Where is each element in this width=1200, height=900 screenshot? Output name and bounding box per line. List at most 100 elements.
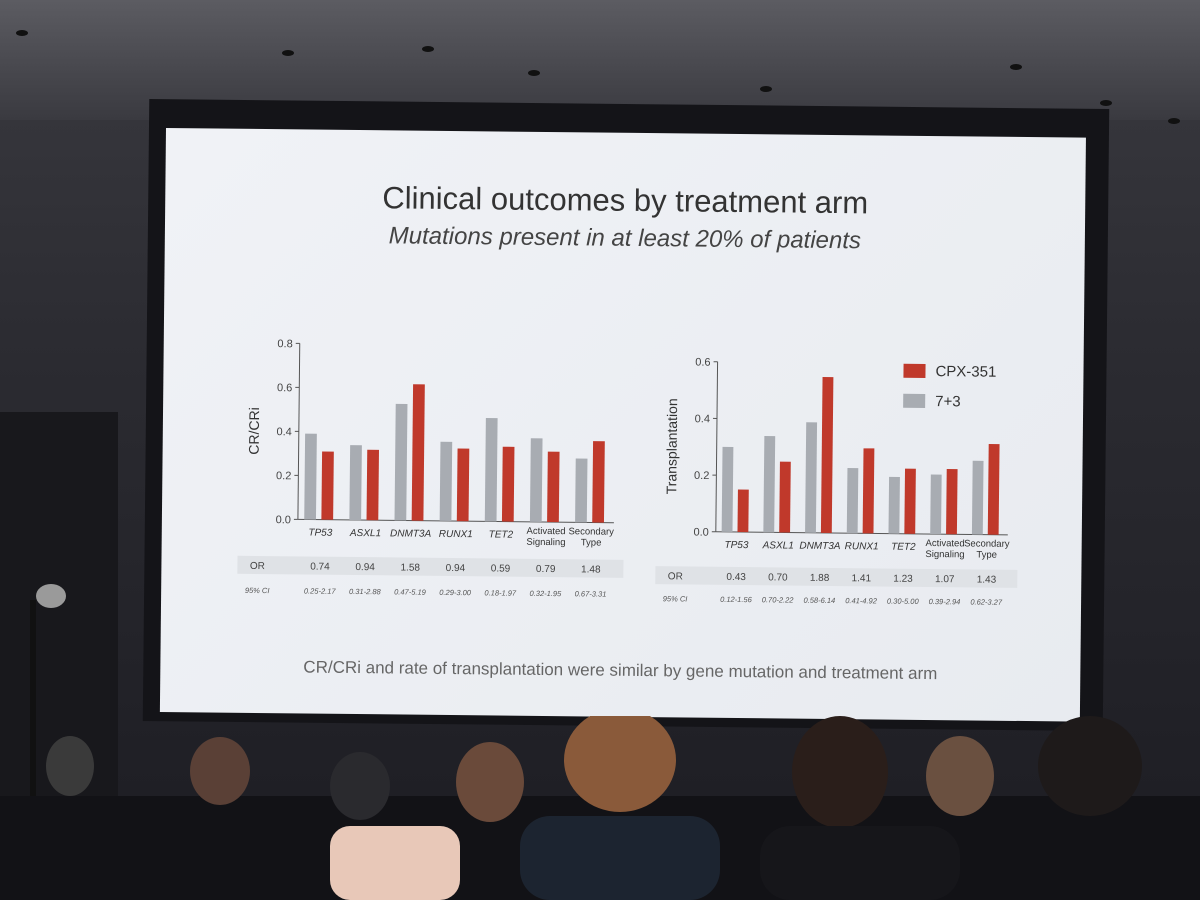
mic-stand (30, 600, 36, 900)
ceiling-light (1010, 64, 1022, 70)
ci-value: 0.31-2.88 (349, 587, 382, 596)
ci-value: 0.67-3.31 (575, 589, 607, 598)
bar-7plus3 (394, 403, 408, 521)
bar-cpx351 (501, 446, 515, 522)
x-tick-label: Activated (926, 538, 965, 549)
ci-value: 0.25-2.17 (304, 586, 337, 595)
ci-value: 0.62-3.27 (970, 597, 1003, 606)
bar-7plus3 (529, 438, 543, 522)
x-tick-label: TP53 (308, 528, 332, 539)
y-axis-label: CR/CRi (246, 407, 262, 455)
ceiling-light (1100, 100, 1112, 106)
legend-item-7plus3: 7+3 (903, 386, 996, 417)
x-tick-label: DNMT3A (390, 528, 432, 539)
ceiling-light (528, 70, 540, 76)
or-value: 0.59 (491, 563, 511, 574)
or-row-label: OR (668, 571, 683, 582)
or-value: 0.43 (726, 572, 746, 583)
ci-value: 0.39-2.94 (929, 597, 961, 606)
bar-7plus3 (846, 467, 859, 534)
or-value: 0.74 (310, 562, 330, 573)
table-band (237, 555, 624, 578)
legend-label: 7+3 (935, 392, 961, 410)
y-tick-label: 0.2 (276, 470, 291, 482)
bar-7plus3 (439, 441, 453, 522)
legend-item-cpx351: CPX-351 (903, 356, 996, 387)
ci-value: 0.47-5.19 (394, 587, 427, 596)
x-tick-label: TET2 (891, 542, 916, 553)
bar-cpx351 (737, 489, 749, 533)
or-value: 1.07 (935, 574, 955, 585)
ceiling-light (282, 50, 294, 56)
ceiling-light (16, 30, 28, 36)
slide-subtitle: Mutations present in at least 20% of pat… (388, 222, 862, 255)
y-tick-label: 0.8 (277, 338, 292, 350)
bar-cpx351 (366, 449, 379, 521)
x-tick-label: TP53 (725, 540, 749, 551)
bar-7plus3 (304, 433, 317, 520)
x-tick-label: TET2 (489, 529, 514, 540)
microphone (36, 584, 66, 608)
or-value: 1.43 (977, 575, 997, 586)
bar-cpx351 (456, 448, 470, 522)
y-tick-label: 0.0 (276, 514, 291, 526)
x-tick-label: Secondary (964, 538, 1010, 549)
or-value: 0.94 (355, 562, 375, 573)
or-row-label: OR (250, 561, 265, 572)
bar-cpx351 (862, 448, 875, 534)
bar-cpx351 (904, 468, 916, 534)
ci-value: 0.18-1.97 (484, 588, 517, 597)
ci-value: 0.58-6.14 (803, 596, 835, 605)
table-band (655, 566, 1018, 588)
x-tick-label: Signaling (526, 537, 565, 548)
bar-cpx351 (547, 451, 560, 523)
cr-cri-chart: 0.0 0.2 0.4 0.6 0.8 CR/CRi TP53 0.74 0.25-2.17 AS… (237, 338, 624, 599)
bar-cpx351 (592, 441, 605, 523)
y-axis-label: Transplantation (663, 398, 680, 494)
x-tick-label: RUNX1 (845, 541, 879, 552)
x-axis-line (297, 518, 614, 524)
x-tick-label: Type (581, 537, 602, 548)
bar-cpx351 (946, 469, 958, 535)
legend: CPX-351 7+3 (903, 356, 996, 417)
bar-cpx351 (779, 461, 791, 533)
y-tick-label: 0.4 (695, 413, 710, 425)
bar-7plus3 (888, 476, 900, 534)
or-value: 1.88 (810, 573, 830, 584)
audience (0, 716, 1200, 900)
y-tick-label: 0.6 (277, 382, 292, 394)
transplantation-chart: 0.0 0.2 0.4 0.6 Transplantation TP53 0.43 0.12-… (655, 357, 1018, 607)
slide-footer: CR/CRi and rate of transplantation were … (303, 657, 938, 684)
y-axis-line (715, 361, 719, 532)
ci-value: 0.29-3.00 (439, 588, 472, 597)
bar-cpx351 (321, 451, 334, 520)
ceiling-light (760, 86, 772, 92)
ceiling-light (1168, 118, 1180, 124)
projection-screen: Clinical outcomes by treatment arm Mutat… (159, 128, 1086, 722)
y-tick-label: 0.6 (695, 357, 710, 369)
bar-7plus3 (575, 458, 588, 523)
ci-row-label: 95% CI (245, 586, 270, 595)
or-value: 1.48 (581, 564, 601, 575)
x-tick-label: ASXL1 (349, 528, 381, 539)
or-value: 0.70 (768, 572, 788, 583)
y-tick-label: 0.2 (694, 470, 709, 482)
ci-value: 0.41-4.92 (845, 596, 878, 605)
y-tick-label: 0.0 (693, 527, 708, 539)
ci-value: 0.30-5.00 (887, 597, 920, 606)
y-axis-line (297, 343, 301, 520)
legend-label: CPX-351 (935, 362, 997, 381)
bar-7plus3 (763, 435, 776, 533)
x-tick-label: ASXL1 (762, 540, 794, 551)
ceiling-light (422, 46, 434, 52)
x-tick-label: DNMT3A (799, 541, 841, 552)
or-value: 1.58 (400, 562, 420, 573)
x-tick-label: RUNX1 (439, 529, 473, 540)
bar-7plus3 (930, 474, 942, 535)
bar-7plus3 (349, 445, 362, 521)
x-tick-label: Secondary (568, 526, 614, 537)
or-value: 1.41 (852, 573, 872, 584)
or-value: 1.23 (893, 574, 913, 585)
bar-7plus3 (721, 446, 734, 532)
bar-cpx351 (987, 443, 1000, 535)
